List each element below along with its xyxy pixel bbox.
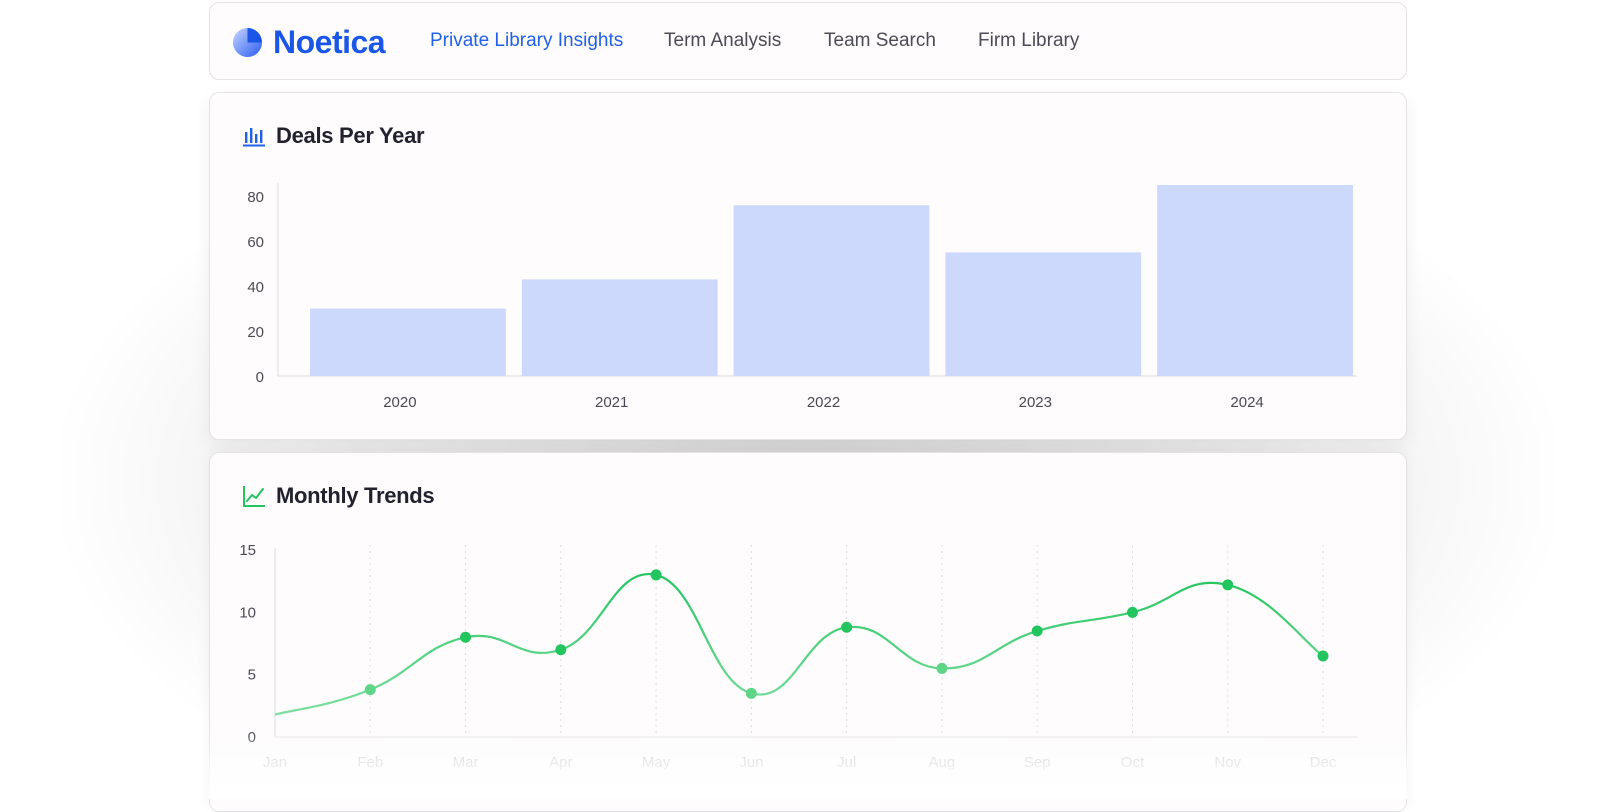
brand-name: Noetica (273, 23, 386, 60)
line-point-Jun (745, 687, 757, 699)
deals-per-year-chart: 0 20 40 60 80 2020 2021 2022 2023 2024 (247, 183, 1357, 411)
brand-logo[interactable]: Noetica (232, 23, 386, 60)
line-point-May (650, 569, 662, 581)
bar-x-tick-label: 2021 (595, 394, 628, 411)
bar-2020 (310, 308, 506, 376)
line-x-tick-label: Feb (357, 754, 383, 771)
bar-x-tick-label: 2020 (383, 394, 416, 411)
line-point-Nov (1222, 579, 1234, 591)
line-x-tick-label: Aug (929, 754, 956, 771)
bar-y-tick-label: 20 (247, 324, 264, 341)
bar-2021 (521, 279, 718, 376)
line-x-tick-label: Nov (1214, 754, 1241, 771)
line-x-tick-label: Jan (263, 754, 287, 771)
line-point-Sep (1031, 625, 1043, 637)
nav-term-analysis[interactable]: Term Analysis (664, 30, 782, 51)
line-point-Aug (936, 662, 948, 674)
bar-x-tick-label: 2024 (1230, 394, 1263, 411)
nav-firm-library[interactable]: Firm Library (978, 30, 1080, 51)
bar-2024 (1157, 185, 1353, 376)
line-chart-icon (243, 486, 265, 507)
bar-x-tick-label: 2023 (1019, 394, 1052, 411)
top-navigation-bar: Noetica Private Library Insights Term An… (209, 2, 1407, 80)
line-point-Feb (364, 684, 376, 696)
bar-chart-icon (243, 128, 265, 147)
line-y-tick-label: 5 (248, 667, 256, 684)
bar-2023 (945, 252, 1142, 376)
line-x-tick-label: Dec (1310, 754, 1337, 771)
line-point-Oct (1126, 606, 1138, 618)
nav-private-library-insights[interactable]: Private Library Insights (430, 30, 624, 51)
bar-x-tick-label: 2022 (807, 394, 840, 411)
noetica-logo-icon (232, 27, 263, 57)
bar-y-tick-label: 40 (247, 279, 264, 296)
line-x-tick-label: Mar (453, 754, 479, 771)
line-x-tick-label: Oct (1121, 754, 1145, 771)
bar-y-tick-label: 60 (247, 234, 264, 251)
nav-team-search[interactable]: Team Search (824, 30, 936, 51)
line-y-tick-label: 15 (239, 542, 256, 559)
line-x-tick-label: Apr (549, 754, 572, 771)
line-x-tick-label: Jul (837, 754, 856, 771)
monthly-trend-line (274, 572, 1324, 716)
line-point-Jul (841, 621, 853, 633)
line-x-tick-label: May (642, 754, 671, 771)
bar-y-tick-label: 80 (247, 189, 264, 206)
line-point-Mar (460, 631, 472, 643)
line-y-tick-label: 0 (248, 729, 256, 746)
line-x-tick-label: Sep (1024, 754, 1051, 771)
bar-2022 (733, 205, 930, 376)
monthly-trends-chart: 0 5 10 15 Jan Feb Mar Apr May Jun Jul Aug Sep Oct Nov D… (239, 542, 1358, 771)
line-point-Dec (1317, 650, 1329, 662)
line-x-tick-label: Jun (739, 754, 763, 771)
monthly-trends-title: Monthly Trends (276, 483, 435, 508)
deals-per-year-heading: Deals Per Year (242, 123, 425, 149)
monthly-trends-heading: Monthly Trends (242, 483, 435, 509)
bar-y-tick-label: 0 (256, 369, 264, 386)
line-point-Apr (555, 644, 567, 656)
line-y-tick-label: 10 (239, 604, 256, 621)
deals-per-year-title: Deals Per Year (276, 123, 425, 148)
